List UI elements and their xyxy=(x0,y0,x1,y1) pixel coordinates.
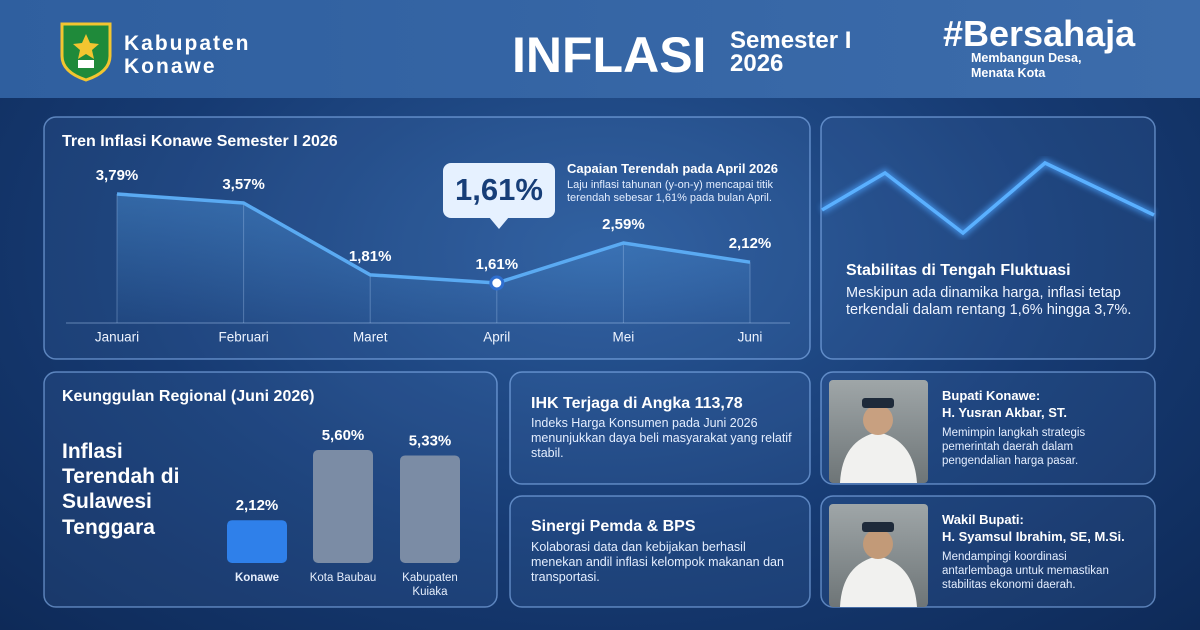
card-text: Kolaborasi data dan kebijakan berhasil m… xyxy=(531,540,784,584)
bar xyxy=(227,520,287,563)
value-label: 1,61% xyxy=(476,256,519,273)
hashtag: #Bersahaja xyxy=(943,13,1136,54)
callout-value: 1,61% xyxy=(455,172,543,207)
x-tick-label: Juni xyxy=(738,330,763,345)
x-tick-label: Kabupaten Kuiaka xyxy=(402,572,458,599)
sinergi-panel xyxy=(509,495,811,608)
card-text: Meskipun ada dinamika harga, inflasi tet… xyxy=(846,285,1132,319)
value-label: 2,12% xyxy=(236,497,279,514)
brand-line: Kabupaten xyxy=(124,32,251,55)
callout-title: Capaian Terendah pada April 2026 xyxy=(567,161,778,176)
value-label: 5,60% xyxy=(322,427,365,444)
decor-line xyxy=(821,160,1155,236)
value-label: 2,12% xyxy=(729,235,772,252)
leader-name: H. Syamsul Ibrahim, SE, M.Si. xyxy=(942,529,1125,544)
x-tick-label: Mei xyxy=(613,330,635,345)
highlight-point xyxy=(489,275,505,291)
header-bar xyxy=(0,0,1200,98)
card-title: Sinergi Pemda & BPS xyxy=(531,518,696,535)
ihk-panel xyxy=(509,371,811,485)
headline: Inflasi Terendah di Sulawesi Tenggara xyxy=(62,440,180,539)
x-tick-label: April xyxy=(483,330,510,345)
portrait xyxy=(829,504,928,607)
x-tick-label: Februari xyxy=(218,330,268,345)
value-label: 5,33% xyxy=(409,432,452,449)
portrait xyxy=(829,380,928,483)
value-label: 1,81% xyxy=(349,248,392,265)
leader-text: Mendampingi koordinasi antarlembaga untu… xyxy=(942,551,1109,591)
logo xyxy=(60,22,112,82)
leader-role: Bupati Konawe: xyxy=(942,388,1041,403)
title-sub: 2026 xyxy=(730,50,783,77)
trend-line xyxy=(116,192,751,285)
regional-panel xyxy=(43,371,498,608)
title-sub: Semester I xyxy=(730,27,851,54)
card-text: Indeks Harga Konsumen pada Juni 2026 men… xyxy=(531,416,792,460)
tagline: Menata Kota xyxy=(971,66,1046,80)
leader-text: Memimpin langkah strategis pemerintah da… xyxy=(942,427,1086,467)
tagline: Membangun Desa, xyxy=(971,51,1081,65)
value-label: 3,79% xyxy=(96,167,139,184)
value-label: 3,57% xyxy=(222,176,265,193)
x-tick-label: Januari xyxy=(95,330,139,345)
card-title: IHK Terjaga di Angka 113,78 xyxy=(531,395,743,412)
leader-name: H. Yusran Akbar, ST. xyxy=(942,405,1067,420)
area-fill xyxy=(117,194,750,323)
main-title: INFLASI xyxy=(512,27,706,83)
x-tick-label: Maret xyxy=(353,330,388,345)
leader-role: Wakil Bupati: xyxy=(942,512,1024,527)
x-tick-label: Kota Baubau xyxy=(309,572,377,584)
callout-text: Laju inflasi tahunan (y-on-y) mencapai t… xyxy=(567,179,774,205)
chart-title: Tren Inflasi Konawe Semester I 2026 xyxy=(62,133,338,150)
x-tick-label: Konawe xyxy=(234,572,280,584)
bar xyxy=(313,450,373,563)
brand-line: Konawe xyxy=(124,55,217,78)
value-label: 2,59% xyxy=(602,216,645,233)
chart-title: Keunggulan Regional (Juni 2026) xyxy=(62,388,315,405)
callout-box xyxy=(443,163,555,229)
stability-panel xyxy=(820,116,1156,360)
bar xyxy=(400,455,460,563)
card-title: Stabilitas di Tengah Fluktuasi xyxy=(846,262,1071,279)
